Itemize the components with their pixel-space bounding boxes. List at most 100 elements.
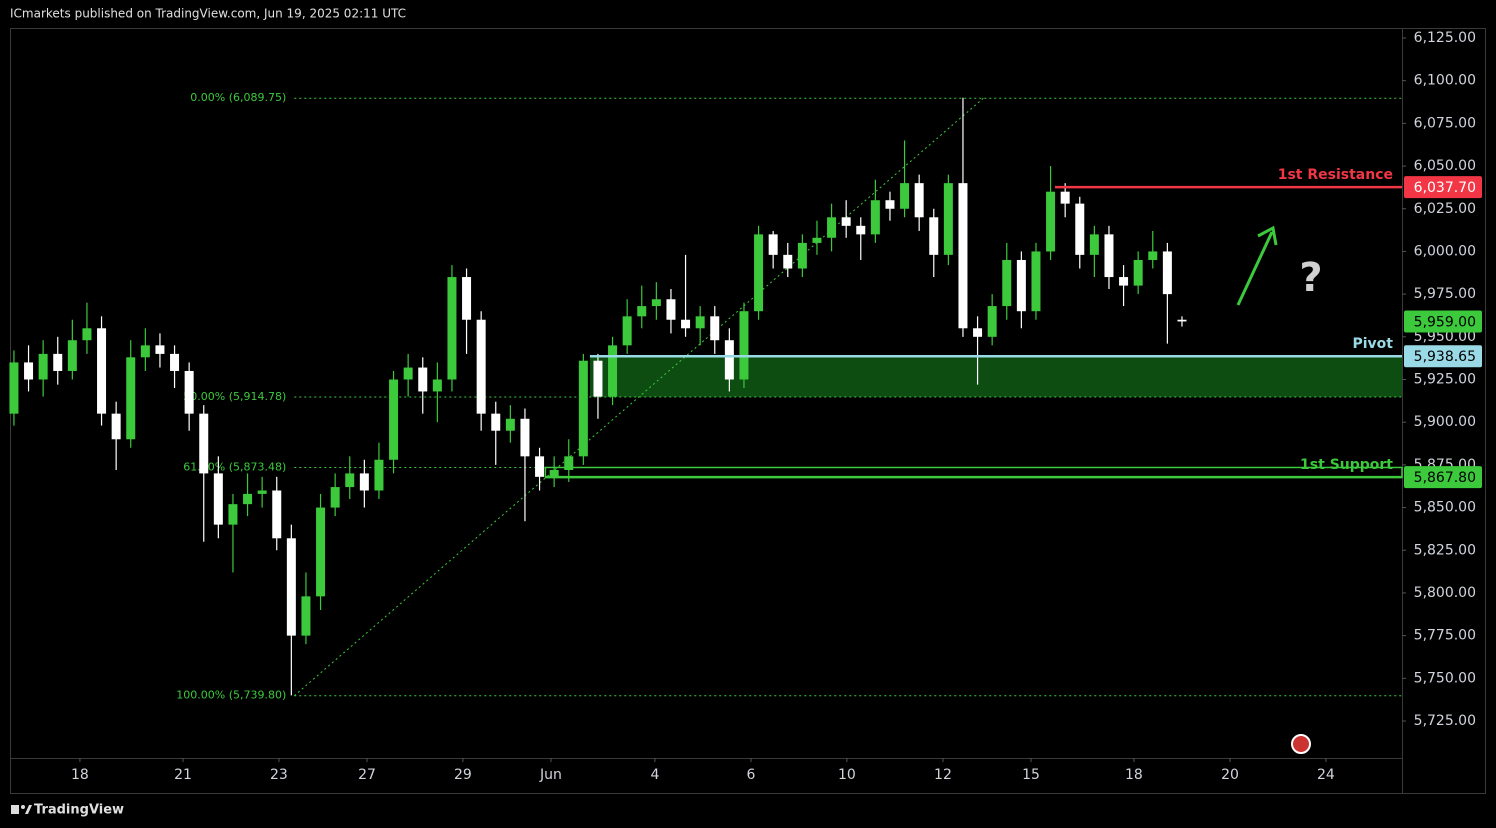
y-tick-label: 5,825.00 xyxy=(1414,542,1476,558)
candle-body xyxy=(783,254,793,269)
tv-logo xyxy=(11,805,32,814)
candle-body xyxy=(359,473,369,491)
candle-body xyxy=(462,277,472,320)
candle-body xyxy=(316,507,326,597)
header-text: ICmarkets published on TradingView.com, … xyxy=(10,7,406,21)
y-tick-label: 5,975.00 xyxy=(1414,286,1476,302)
candle-body xyxy=(520,418,530,457)
candle-body xyxy=(870,200,880,235)
candle-body xyxy=(549,469,559,477)
candle-body xyxy=(199,413,209,474)
candle-body xyxy=(929,217,939,255)
x-tick-label: 20 xyxy=(1221,767,1239,783)
candle-body xyxy=(140,345,150,358)
candle-body xyxy=(67,340,77,371)
candle-body xyxy=(170,353,180,371)
candle-body xyxy=(827,217,837,238)
candle-body xyxy=(53,353,63,371)
y-tick-label: 5,950.00 xyxy=(1414,329,1476,345)
y-tick-label: 5,775.00 xyxy=(1414,628,1476,644)
fib-label: 61.80% (5,873.48) xyxy=(183,460,286,473)
x-tick-label: 10 xyxy=(838,767,856,783)
candle-body xyxy=(841,217,851,226)
price-tag-label: 5,867.80 xyxy=(1414,470,1476,486)
candle-body xyxy=(768,234,778,255)
pivot-zone xyxy=(589,356,1402,397)
candle-body xyxy=(447,277,457,380)
level-name: 1st Support xyxy=(1300,457,1393,473)
candle-body xyxy=(578,360,588,457)
level-name: 1st Resistance xyxy=(1278,167,1393,183)
candle-body xyxy=(330,487,340,508)
candle-body xyxy=(272,490,282,539)
x-tick-label: 27 xyxy=(358,767,376,783)
candle-body xyxy=(505,418,515,431)
candle-body xyxy=(1060,191,1070,204)
price-tag xyxy=(1404,466,1482,489)
price-tag-label: 5,938.65 xyxy=(1414,349,1476,365)
candle-body xyxy=(651,299,661,307)
candle-body xyxy=(608,345,618,397)
candle-body xyxy=(1148,251,1158,260)
price-tag-label: 6,037.70 xyxy=(1414,180,1476,196)
candle-body xyxy=(754,234,764,312)
y-tick-label: 5,900.00 xyxy=(1414,414,1476,430)
candle-body xyxy=(286,538,296,636)
candle-body xyxy=(724,340,734,380)
candle-body xyxy=(739,311,749,380)
candle-body xyxy=(403,367,413,380)
candle-body xyxy=(432,379,442,392)
candle-body xyxy=(885,200,895,209)
x-tick-label: 29 xyxy=(454,767,472,783)
y-tick-label: 5,725.00 xyxy=(1414,713,1476,729)
y-tick-label: 6,075.00 xyxy=(1414,115,1476,131)
arrow xyxy=(1236,225,1278,306)
candle-body xyxy=(345,473,355,488)
y-tick-label: 5,750.00 xyxy=(1414,670,1476,686)
candle-body xyxy=(228,504,238,525)
y-tick-label: 6,125.00 xyxy=(1414,30,1476,46)
candle-body xyxy=(1104,234,1114,278)
candle-body xyxy=(637,306,647,317)
x-tick-label: 24 xyxy=(1317,767,1335,783)
candle-body xyxy=(1177,319,1187,322)
candle-body xyxy=(9,362,19,414)
fib-label: 0.00% (6,089.75) xyxy=(190,91,286,104)
y-tick-label: 6,025.00 xyxy=(1414,201,1476,217)
footer-brand: TradingView xyxy=(34,803,124,818)
candle-body xyxy=(491,413,501,431)
y-tick-label: 5,800.00 xyxy=(1414,585,1476,601)
candle-body xyxy=(695,316,705,329)
y-tick-label: 5,925.00 xyxy=(1414,372,1476,388)
candle-body xyxy=(900,183,910,209)
x-tick-label: 23 xyxy=(270,767,288,783)
last-price-tag xyxy=(1404,310,1482,333)
flag-icon xyxy=(1291,734,1311,754)
candle-body xyxy=(374,459,384,491)
annotation: ? xyxy=(1299,255,1322,301)
x-tick-label: 21 xyxy=(174,767,192,783)
candle-body xyxy=(593,360,603,397)
candle-body xyxy=(38,353,48,380)
candle-body xyxy=(666,299,676,320)
candle-body xyxy=(710,316,720,341)
level-name: Pivot xyxy=(1353,336,1394,352)
candle-body xyxy=(943,183,953,255)
candle-body xyxy=(914,183,924,218)
candle-body xyxy=(856,225,866,235)
candle-body xyxy=(155,345,165,354)
candle-body xyxy=(797,242,807,269)
fib-label: 100.00% (5,739.80) xyxy=(176,689,286,702)
candle-body xyxy=(1133,259,1143,286)
candle-body xyxy=(1162,251,1172,295)
candle-body xyxy=(1119,277,1129,286)
x-tick-label: Jun xyxy=(539,767,562,783)
candle-body xyxy=(184,370,194,414)
candle-body xyxy=(622,316,632,346)
candle-body xyxy=(973,328,983,337)
candle-body xyxy=(243,493,253,505)
candle-body xyxy=(1031,251,1041,312)
candle-body xyxy=(987,306,997,337)
